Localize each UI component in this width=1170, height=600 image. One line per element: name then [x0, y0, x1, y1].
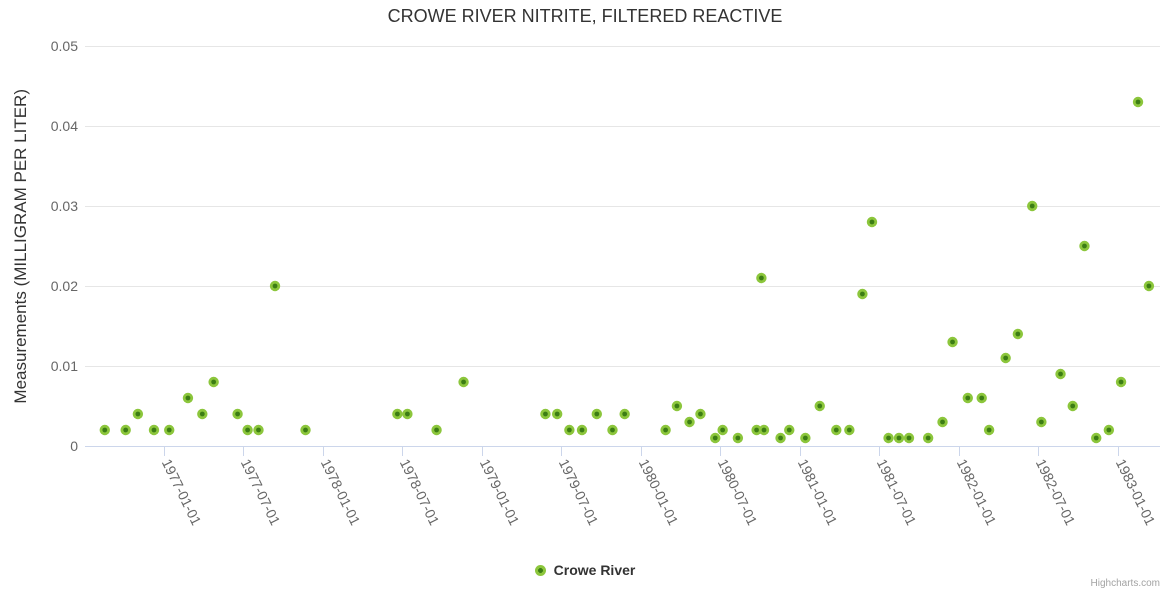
data-point[interactable]: [756, 272, 767, 284]
data-point[interactable]: [1143, 280, 1155, 292]
legend[interactable]: Crowe River: [0, 562, 1170, 578]
data-point[interactable]: [1055, 368, 1066, 380]
data-point[interactable]: [732, 432, 744, 444]
data-point[interactable]: [300, 424, 311, 436]
data-point[interactable]: [619, 408, 630, 420]
data-point[interactable]: [431, 424, 442, 436]
data-point[interactable]: [551, 408, 563, 420]
data-point[interactable]: [903, 432, 915, 444]
data-point[interactable]: [684, 416, 695, 428]
data-point[interactable]: [962, 392, 973, 404]
data-point[interactable]: [1115, 376, 1127, 388]
data-point[interactable]: [866, 216, 878, 228]
data-point[interactable]: [758, 424, 770, 436]
data-point[interactable]: [1079, 240, 1090, 252]
data-point[interactable]: [710, 432, 721, 444]
data-point[interactable]: [164, 424, 175, 436]
legend-marker-icon: [534, 564, 546, 576]
data-point[interactable]: [120, 424, 131, 436]
data-point[interactable]: [540, 408, 551, 420]
data-point[interactable]: [717, 424, 728, 436]
data-point[interactable]: [99, 424, 110, 436]
data-point[interactable]: [591, 408, 603, 420]
data-point[interactable]: [937, 416, 948, 428]
data-point[interactable]: [1027, 200, 1038, 212]
data-point[interactable]: [1067, 400, 1078, 412]
data-point[interactable]: [576, 424, 588, 436]
x-axis-tick-label: 1979-07-01: [556, 456, 602, 528]
data-point[interactable]: [607, 424, 618, 436]
y-axis-tick-label: 0.05: [51, 38, 78, 54]
data-point[interactable]: [564, 424, 575, 436]
data-point[interactable]: [800, 432, 811, 444]
y-axis-tick-label: 0.02: [51, 278, 78, 294]
data-point[interactable]: [269, 280, 281, 292]
data-point[interactable]: [751, 424, 762, 436]
data-point[interactable]: [148, 424, 160, 436]
x-axis-tick-label: 1980-07-01: [715, 456, 761, 528]
data-point[interactable]: [922, 432, 934, 444]
credits-link[interactable]: Highcharts.com: [1090, 578, 1160, 589]
y-axis-tick-label: 0: [70, 438, 78, 454]
data-point[interactable]: [1091, 432, 1102, 444]
chart-title: CROWE RIVER NITRITE, FILTERED REACTIVE: [387, 6, 783, 26]
data-point[interactable]: [1103, 424, 1115, 436]
data-point[interactable]: [976, 392, 987, 404]
x-axis-tick-label: 1981-07-01: [874, 456, 920, 528]
data-point[interactable]: [784, 424, 795, 436]
x-axis-tick-label: 1982-07-01: [1033, 456, 1079, 528]
data-point[interactable]: [182, 392, 194, 404]
y-axis-tick-label: 0.04: [51, 118, 78, 134]
data-point[interactable]: [844, 424, 855, 436]
x-axis-tick-label: 1977-07-01: [238, 456, 284, 528]
data-point[interactable]: [1036, 416, 1047, 428]
data-point[interactable]: [893, 432, 905, 444]
y-axis-tick-label: 0.03: [51, 198, 78, 214]
data-point[interactable]: [458, 376, 469, 388]
data-point[interactable]: [857, 288, 868, 300]
data-point[interactable]: [660, 424, 671, 436]
data-point[interactable]: [814, 400, 825, 412]
data-point[interactable]: [831, 424, 842, 436]
x-axis-tick-label: 1982-01-01: [954, 456, 1000, 528]
data-point[interactable]: [1012, 328, 1024, 340]
data-point[interactable]: [1132, 96, 1144, 108]
x-axis-tick-label: 1977-01-01: [159, 456, 205, 528]
data-point[interactable]: [392, 408, 403, 420]
data-point[interactable]: [253, 424, 264, 436]
data-point[interactable]: [947, 336, 958, 348]
data-point[interactable]: [132, 408, 144, 420]
x-axis-tick-label: 1978-07-01: [397, 456, 443, 528]
data-point[interactable]: [775, 432, 786, 444]
data-point[interactable]: [242, 424, 253, 436]
x-axis-tick-label: 1980-01-01: [636, 456, 682, 528]
data-point[interactable]: [197, 408, 208, 420]
legend-label[interactable]: Crowe River: [553, 562, 636, 578]
data-point[interactable]: [671, 400, 683, 412]
data-point[interactable]: [1000, 352, 1011, 364]
data-point[interactable]: [883, 432, 894, 444]
x-axis-tick-label: 1978-01-01: [318, 456, 364, 528]
x-axis-tick-label: 1981-01-01: [795, 456, 841, 528]
data-point[interactable]: [232, 408, 243, 420]
x-axis-tick-label: 1983-01-01: [1113, 456, 1159, 528]
x-axis-tick-label: 1979-01-01: [477, 456, 523, 528]
y-axis-tick-label: 0.01: [51, 358, 78, 374]
data-point[interactable]: [695, 408, 706, 420]
data-point[interactable]: [402, 408, 413, 420]
data-point[interactable]: [208, 376, 219, 388]
data-point[interactable]: [983, 424, 995, 436]
